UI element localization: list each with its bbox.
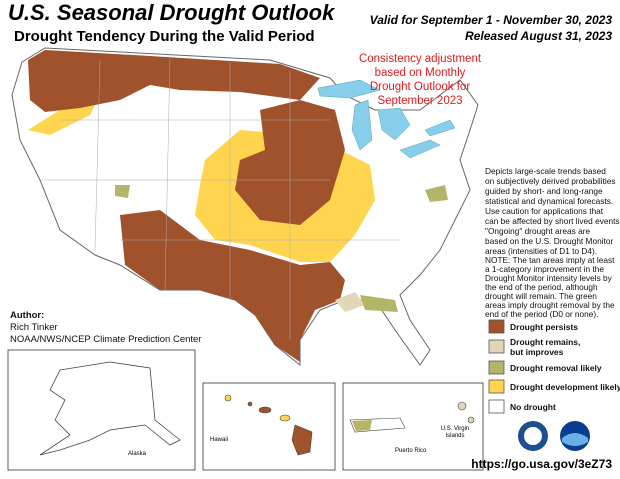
author-name: Rich Tinker — [10, 322, 58, 333]
hawaii-inset — [202, 382, 336, 471]
legend-label: Drought removal likely — [510, 363, 602, 373]
description-line: can be affected by short lived events. — [485, 216, 620, 226]
persistence-area — [28, 50, 320, 112]
improvement-area — [335, 292, 365, 312]
virgin-islands-shape — [467, 416, 475, 424]
legend-swatch — [488, 399, 505, 414]
note-line: Drought Monitor intensity levels by — [485, 273, 613, 283]
note-line: areas imply drought removal by the — [485, 300, 615, 310]
url: https://go.usa.gov/3eZ73 — [471, 457, 612, 471]
inset-label: Puerto Rico — [395, 448, 427, 454]
author-org: NOAA/NWS/NCEP Climate Prediction Center — [10, 334, 201, 345]
description-line: on subjectively derived probabilities — [485, 176, 616, 186]
note-line: the end of the period, although — [485, 282, 598, 292]
legend-swatch — [488, 319, 505, 334]
inset-label: Hawaii — [210, 437, 228, 443]
description-line: Depicts large-scale trends based — [485, 166, 606, 176]
removal-area — [360, 295, 398, 312]
inset-label: Islands — [445, 433, 464, 439]
note-line: drought will remain. The green — [485, 291, 597, 301]
removal-area — [425, 185, 448, 202]
legend-swatch — [488, 339, 505, 354]
description-line: statistical and dynamical forecasts. — [485, 196, 613, 206]
description-line: guided by short- and long-range — [485, 186, 603, 196]
description-line: Use caution for applications that — [485, 206, 604, 216]
legend-label: Drought persists — [510, 322, 578, 332]
title: U.S. Seasonal Drought Outlook — [8, 0, 336, 25]
subtitle: Drought Tendency During the Valid Period — [14, 28, 315, 45]
description-line: based on the U.S. Drought Monitor — [485, 236, 613, 246]
description-line: areas (intensities of D1 to D4). — [485, 246, 597, 256]
legend-label: but improves — [510, 347, 564, 357]
legend-label: No drought — [510, 402, 556, 412]
persistence-area — [120, 210, 345, 362]
noaa-logo — [562, 433, 588, 446]
legend-swatch — [488, 379, 505, 394]
virgin-islands-shape — [457, 401, 467, 411]
state-borders — [40, 57, 400, 340]
valid-period: Valid for September 1 - November 30, 202… — [370, 13, 613, 27]
annotation-line: Consistency adjustment — [359, 53, 482, 65]
release-date: Released August 31, 2023 — [465, 29, 612, 43]
note-line: a 1-category improvement in the — [485, 264, 604, 274]
annotation-line: September 2023 — [377, 95, 462, 107]
author-heading: Author: — [10, 310, 44, 321]
annotation-line: based on Monthly — [375, 67, 466, 79]
legend-label: Drought development likely — [510, 382, 620, 392]
description-line: "Ongoing" drought areas are — [485, 226, 590, 236]
legend-label: Drought remains, — [510, 337, 580, 347]
legend-swatch — [488, 360, 505, 375]
alaska-shape — [39, 361, 181, 456]
annotation-line: Drought Outlook for — [370, 81, 471, 93]
inset-label: U.S. Virgin — [441, 426, 470, 432]
usda-logo — [524, 427, 542, 445]
note-line: NOTE: The tan areas imply at least — [485, 255, 615, 265]
legend: Drought persists Drought remains, but im… — [488, 319, 620, 414]
great-lakes — [317, 79, 456, 159]
removal-area — [115, 185, 130, 198]
inset-label: Alaska — [128, 451, 147, 457]
hawaii-islands — [224, 394, 313, 456]
removal-area — [352, 420, 372, 431]
note-line: end of the period (D0 or none). — [485, 309, 598, 319]
